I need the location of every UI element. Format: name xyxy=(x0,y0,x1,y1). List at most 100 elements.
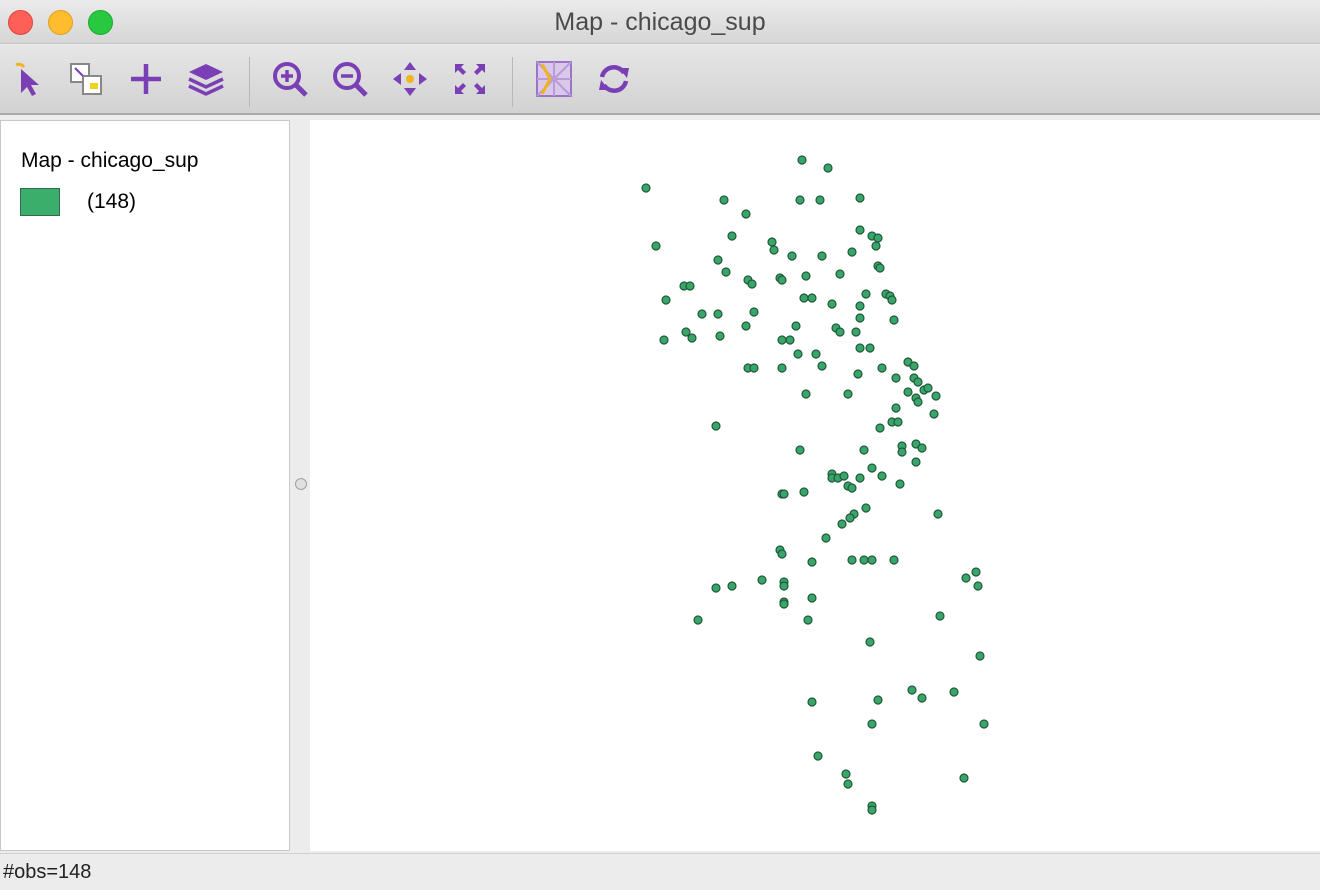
map-point[interactable] xyxy=(845,513,855,523)
map-point[interactable] xyxy=(843,779,853,789)
map-point[interactable] xyxy=(821,533,831,543)
map-point[interactable] xyxy=(727,581,737,591)
map-point[interactable] xyxy=(713,309,723,319)
map-point[interactable] xyxy=(975,651,985,661)
map-point[interactable] xyxy=(875,263,885,273)
zoom-out-button[interactable] xyxy=(328,57,372,101)
map-point[interactable] xyxy=(795,195,805,205)
map-point[interactable] xyxy=(889,315,899,325)
map-point[interactable] xyxy=(779,581,789,591)
map-point[interactable] xyxy=(895,479,905,489)
splitter-handle[interactable] xyxy=(295,478,307,490)
map-point[interactable] xyxy=(839,471,849,481)
map-point[interactable] xyxy=(867,463,877,473)
map-point[interactable] xyxy=(791,321,801,331)
basemap-button[interactable] xyxy=(532,57,576,101)
map-point[interactable] xyxy=(815,195,825,205)
pan-button[interactable] xyxy=(388,57,432,101)
map-point[interactable] xyxy=(835,327,845,337)
map-point[interactable] xyxy=(827,299,837,309)
map-point[interactable] xyxy=(841,769,851,779)
map-point[interactable] xyxy=(891,403,901,413)
map-point[interactable] xyxy=(777,363,787,373)
map-point[interactable] xyxy=(659,335,669,345)
map-point[interactable] xyxy=(877,363,887,373)
maximize-window-button[interactable] xyxy=(88,10,113,35)
map-point[interactable] xyxy=(681,327,691,337)
map-point[interactable] xyxy=(777,275,787,285)
map-point[interactable] xyxy=(651,241,661,251)
map-point[interactable] xyxy=(727,231,737,241)
map-point[interactable] xyxy=(779,599,789,609)
map-point[interactable] xyxy=(959,773,969,783)
map-point[interactable] xyxy=(793,349,803,359)
map-point[interactable] xyxy=(873,233,883,243)
map-point[interactable] xyxy=(903,387,913,397)
map-point[interactable] xyxy=(741,321,751,331)
map-point[interactable] xyxy=(875,423,885,433)
map-point[interactable] xyxy=(887,295,897,305)
map-point[interactable] xyxy=(711,583,721,593)
map-point[interactable] xyxy=(711,421,721,431)
map-point[interactable] xyxy=(935,611,945,621)
map-point[interactable] xyxy=(847,247,857,257)
map-point[interactable] xyxy=(859,445,869,455)
map-point[interactable] xyxy=(747,279,757,289)
map-point[interactable] xyxy=(891,373,901,383)
map-point[interactable] xyxy=(865,637,875,647)
minimize-window-button[interactable] xyxy=(48,10,73,35)
map-point[interactable] xyxy=(931,391,941,401)
map-point[interactable] xyxy=(861,289,871,299)
map-point[interactable] xyxy=(777,335,787,345)
map-point[interactable] xyxy=(795,445,805,455)
map-point[interactable] xyxy=(741,209,751,219)
map-point[interactable] xyxy=(779,489,789,499)
map-point[interactable] xyxy=(749,363,759,373)
legend-swatch[interactable] xyxy=(20,188,60,216)
map-point[interactable] xyxy=(855,301,865,311)
map-point[interactable] xyxy=(865,343,875,353)
map-point[interactable] xyxy=(843,389,853,399)
map-point[interactable] xyxy=(817,361,827,371)
map-canvas[interactable] xyxy=(310,120,1320,851)
close-window-button[interactable] xyxy=(8,10,33,35)
map-point[interactable] xyxy=(837,519,847,529)
select-tool-button[interactable] xyxy=(6,57,50,101)
panel-splitter[interactable] xyxy=(291,120,310,851)
map-point[interactable] xyxy=(847,555,857,565)
map-point[interactable] xyxy=(697,309,707,319)
map-point[interactable] xyxy=(853,369,863,379)
map-point[interactable] xyxy=(641,183,651,193)
map-point[interactable] xyxy=(823,163,833,173)
map-point[interactable] xyxy=(859,555,869,565)
map-point[interactable] xyxy=(909,361,919,371)
map-point[interactable] xyxy=(685,281,695,291)
map-point[interactable] xyxy=(715,331,725,341)
map-point[interactable] xyxy=(785,335,795,345)
map-point[interactable] xyxy=(871,241,881,251)
map-point[interactable] xyxy=(867,719,877,729)
map-point[interactable] xyxy=(713,255,723,265)
map-point[interactable] xyxy=(913,397,923,407)
zoom-in-button[interactable] xyxy=(268,57,312,101)
map-point[interactable] xyxy=(787,251,797,261)
map-point[interactable] xyxy=(799,487,809,497)
map-point[interactable] xyxy=(917,693,927,703)
map-point[interactable] xyxy=(801,271,811,281)
map-point[interactable] xyxy=(817,251,827,261)
map-point[interactable] xyxy=(807,697,817,707)
map-point[interactable] xyxy=(889,555,899,565)
map-point[interactable] xyxy=(929,409,939,419)
map-point[interactable] xyxy=(721,267,731,277)
map-point[interactable] xyxy=(813,751,823,761)
map-point[interactable] xyxy=(867,555,877,565)
map-point[interactable] xyxy=(873,695,883,705)
map-point[interactable] xyxy=(693,615,703,625)
map-point[interactable] xyxy=(867,805,877,815)
refresh-button[interactable] xyxy=(592,57,636,101)
map-point[interactable] xyxy=(799,293,809,303)
map-point[interactable] xyxy=(979,719,989,729)
map-point[interactable] xyxy=(661,295,671,305)
map-point[interactable] xyxy=(949,687,959,697)
map-point[interactable] xyxy=(877,471,887,481)
